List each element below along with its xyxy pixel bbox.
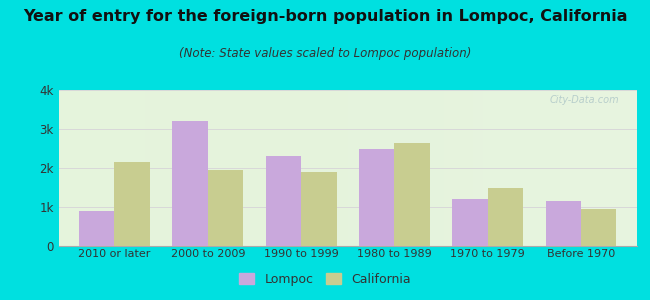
Bar — [146, 90, 155, 246]
Bar — [483, 90, 493, 246]
Bar — [270, 90, 280, 246]
Bar — [367, 90, 377, 246]
Bar — [213, 90, 222, 246]
Bar — [252, 90, 261, 246]
Bar — [172, 121, 208, 246]
Bar — [309, 90, 319, 246]
Bar — [290, 90, 300, 246]
Bar — [87, 90, 97, 246]
Bar — [208, 170, 243, 246]
Bar — [531, 90, 541, 246]
Bar — [107, 90, 116, 246]
Bar — [280, 90, 290, 246]
Bar — [359, 148, 395, 246]
Bar — [58, 90, 68, 246]
Bar — [222, 90, 232, 246]
Bar — [541, 90, 551, 246]
Bar — [266, 156, 301, 246]
Bar — [126, 90, 136, 246]
Bar — [569, 90, 579, 246]
Bar — [545, 201, 581, 246]
Bar — [377, 90, 386, 246]
Bar — [618, 90, 627, 246]
Bar — [232, 90, 242, 246]
Bar — [463, 90, 473, 246]
Bar — [512, 90, 521, 246]
Text: City-Data.com: City-Data.com — [550, 95, 619, 105]
Bar — [386, 90, 396, 246]
Bar — [488, 188, 523, 246]
Bar — [581, 209, 616, 246]
Bar — [116, 90, 126, 246]
Bar — [164, 90, 174, 246]
Text: Year of entry for the foreign-born population in Lompoc, California: Year of entry for the foreign-born popul… — [23, 9, 627, 24]
Bar — [97, 90, 107, 246]
Bar — [328, 90, 338, 246]
Bar — [242, 90, 252, 246]
Bar — [395, 143, 430, 246]
Bar — [155, 90, 164, 246]
Bar — [502, 90, 512, 246]
Bar — [452, 199, 488, 246]
Bar — [560, 90, 569, 246]
Legend: Lompoc, California: Lompoc, California — [235, 268, 415, 291]
Bar — [406, 90, 415, 246]
Bar — [589, 90, 599, 246]
Bar — [521, 90, 531, 246]
Bar — [627, 90, 637, 246]
Bar — [184, 90, 194, 246]
Bar — [579, 90, 589, 246]
Bar — [396, 90, 406, 246]
Bar — [319, 90, 328, 246]
Text: (Note: State values scaled to Lompoc population): (Note: State values scaled to Lompoc pop… — [179, 46, 471, 59]
Bar — [599, 90, 608, 246]
Bar — [358, 90, 367, 246]
Bar — [348, 90, 358, 246]
Bar — [435, 90, 444, 246]
Bar — [114, 162, 150, 246]
Bar — [415, 90, 425, 246]
Bar — [454, 90, 463, 246]
Bar — [301, 172, 337, 246]
Bar — [174, 90, 184, 246]
Bar — [79, 211, 114, 246]
Bar — [473, 90, 483, 246]
Bar — [551, 90, 560, 246]
Bar — [78, 90, 87, 246]
Bar — [300, 90, 309, 246]
Bar — [338, 90, 348, 246]
Bar — [194, 90, 203, 246]
Bar — [203, 90, 213, 246]
Bar — [261, 90, 270, 246]
Bar — [136, 90, 146, 246]
Bar — [425, 90, 435, 246]
Bar — [608, 90, 618, 246]
Bar — [68, 90, 78, 246]
Bar — [444, 90, 454, 246]
Bar — [493, 90, 502, 246]
